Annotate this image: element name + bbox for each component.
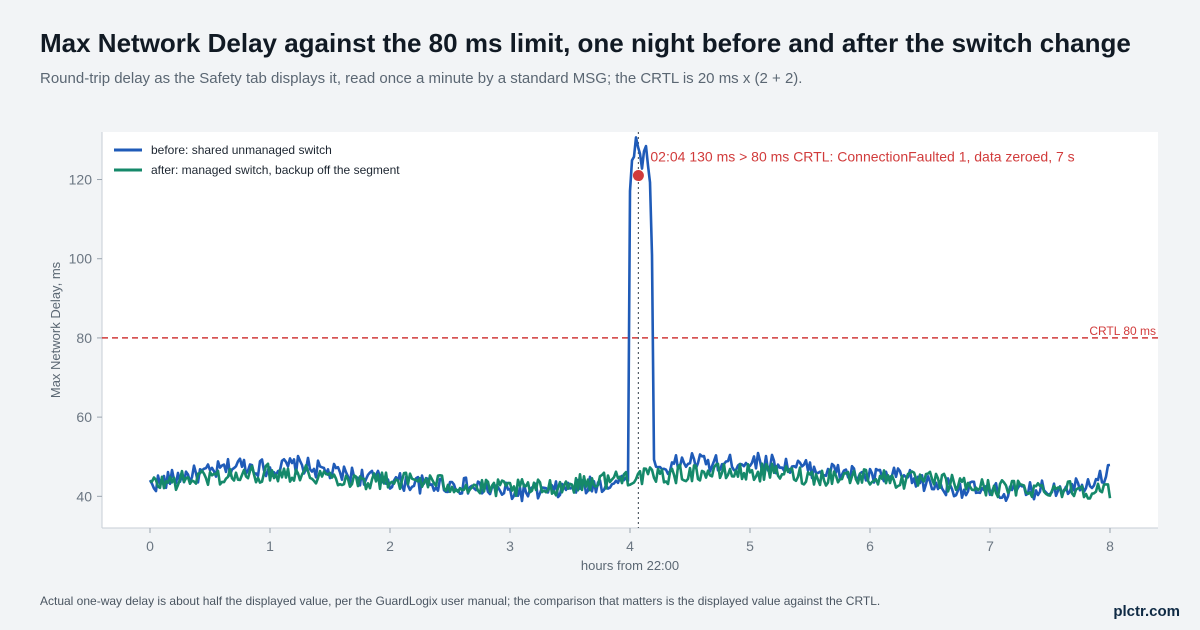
chart-subtitle: Round-trip delay as the Safety tab displ…	[40, 70, 803, 87]
footnote: Actual one-way delay is about half the d…	[40, 594, 881, 608]
x-tick-label: 3	[506, 538, 514, 554]
y-tick-label: 40	[76, 488, 92, 504]
x-tick-label: 0	[146, 538, 154, 554]
y-tick-label: 80	[76, 330, 92, 346]
x-tick-group: 0 1 2 3 4 5 6 7 8	[146, 528, 1114, 554]
x-tick-label: 5	[746, 538, 754, 554]
y-tick-label: 100	[69, 251, 93, 267]
x-tick-label: 2	[386, 538, 394, 554]
y-tick-label: 120	[69, 172, 93, 188]
x-tick-label: 4	[626, 538, 634, 554]
x-tick-label: 7	[986, 538, 994, 554]
x-tick-label: 8	[1106, 538, 1114, 554]
annotation-dot	[632, 170, 644, 182]
x-tick-label: 1	[266, 538, 274, 554]
x-tick-label: 6	[866, 538, 874, 554]
legend-label-before: before: shared unmanaged switch	[151, 143, 332, 157]
x-axis-label: hours from 22:00	[581, 558, 679, 573]
y-tick-label: 60	[76, 409, 92, 425]
chart-title: Max Network Delay against the 80 ms limi…	[40, 28, 1131, 58]
crtl-reference-label: CRTL 80 ms	[1089, 324, 1156, 338]
y-tick-group: 40 60 80 100 120	[69, 172, 102, 504]
legend: before: shared unmanaged switch after: m…	[114, 143, 400, 177]
legend-label-after: after: managed switch, backup off the se…	[151, 163, 400, 177]
y-axis-label: Max Network Delay, ms	[48, 261, 63, 398]
series-line-after	[149, 462, 1112, 500]
annotation-text: 02:04 130 ms > 80 ms CRTL: ConnectionFau…	[650, 149, 1074, 165]
brand-logo[interactable]: plctr.com	[1113, 603, 1180, 620]
series-group	[148, 136, 1112, 503]
